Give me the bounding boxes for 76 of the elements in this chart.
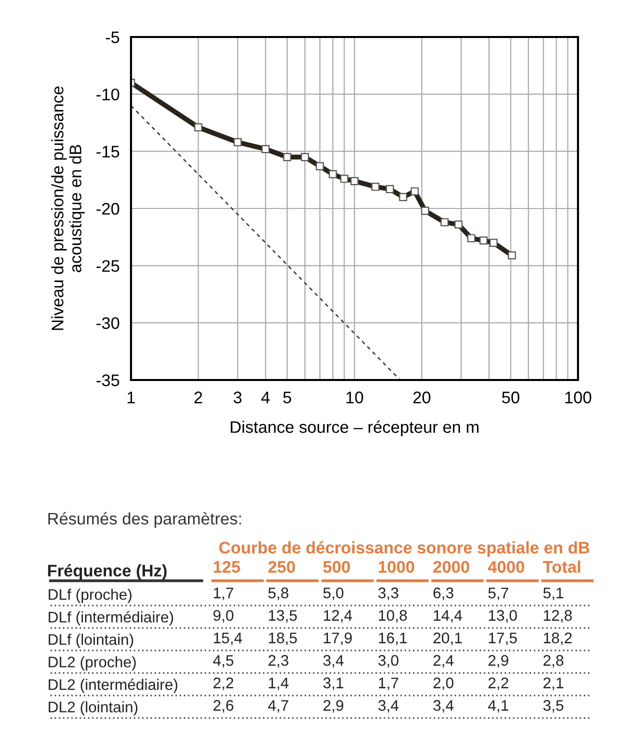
- y-axis-title: Niveau de pression/de puissance acoustique en dB: [51, 86, 85, 330]
- text: 13,5: [268, 610, 297, 623]
- text: 1,4: [268, 678, 289, 690]
- text: 2,4: [434, 655, 454, 668]
- text: 15,4: [214, 632, 242, 646]
- text: 13,0: [488, 610, 517, 623]
- text: 5,0: [323, 588, 344, 600]
- text: 9,0: [213, 610, 234, 623]
- x-tick-label: 100: [565, 392, 592, 404]
- x-tick-label: 3: [234, 392, 242, 404]
- text: 2,9: [488, 655, 508, 668]
- text: 20,1: [434, 632, 462, 646]
- text: 17,9: [324, 632, 352, 646]
- category-label: DLf (lointain): [48, 634, 134, 648]
- category-label: 2000: [433, 560, 470, 573]
- text: 3,1: [323, 678, 344, 690]
- category-label: 125: [214, 560, 240, 573]
- category-label: DL2 (lointain): [48, 701, 138, 716]
- x-tick-label: 20: [413, 392, 430, 404]
- y-tick-label: -20: [96, 202, 120, 215]
- x-tick-label: 2: [194, 392, 202, 404]
- text: 2,9: [324, 700, 344, 713]
- category-label: 4000: [488, 560, 524, 573]
- text: 3,5: [543, 700, 564, 713]
- y-tick-label: -10: [96, 88, 120, 100]
- text: 10,8: [378, 610, 407, 623]
- x-tick-label: 4: [261, 392, 270, 404]
- text: Résumés des paramètres:: [48, 512, 241, 528]
- text: 6,3: [434, 588, 454, 600]
- y-tick-label: -30: [96, 317, 120, 330]
- category-label: 1000: [378, 560, 414, 573]
- text: 5,1: [543, 588, 564, 600]
- text: 18,2: [544, 632, 572, 646]
- x-tick-label: 1: [128, 392, 135, 404]
- x-axis-title: Distance source – récepteur en m: [230, 420, 478, 436]
- text: 3,4: [433, 700, 454, 713]
- text: Fréquence (Hz): [48, 564, 167, 580]
- y-tick-label: -25: [96, 260, 120, 272]
- text: 2,3: [268, 655, 288, 668]
- category-label: 500: [323, 560, 350, 573]
- y-tick-label: -15: [96, 146, 120, 158]
- text: 2,6: [214, 700, 234, 713]
- text: 12,4: [324, 610, 352, 623]
- text: 2,2: [488, 678, 508, 690]
- text: 3,3: [378, 588, 398, 600]
- x-tick-label: 50: [502, 392, 520, 404]
- text: 14,4: [434, 610, 462, 623]
- text: 17,5: [488, 632, 517, 646]
- text: 16,1: [378, 632, 407, 646]
- text: 18,5: [268, 632, 297, 646]
- text: 4,5: [213, 655, 234, 668]
- text: 2,8: [544, 655, 564, 668]
- category-label: Total: [542, 560, 580, 573]
- category-label: DLf (proche): [48, 588, 132, 603]
- text: 2,2: [214, 678, 234, 690]
- text: 2,0: [434, 678, 454, 690]
- text: 3,4: [378, 700, 399, 713]
- y-tick-label: -35: [96, 374, 120, 386]
- x-tick-label: 10: [346, 392, 364, 404]
- category-label: DL2 (intermédiaire): [48, 678, 178, 694]
- text: 4,7: [268, 700, 288, 713]
- text: 3,4: [323, 655, 344, 668]
- text: 5,7: [488, 588, 508, 600]
- text: Courbe de décroissance sonore spatiale en dB: [219, 541, 590, 557]
- text: 1,7: [214, 588, 234, 600]
- text: 1,7: [378, 678, 398, 690]
- text: 3,0: [378, 655, 398, 668]
- category-label: DL2 (proche): [48, 656, 136, 670]
- y-tick-label: -5: [106, 32, 120, 44]
- text: 12,8: [544, 610, 572, 623]
- x-tick-label: 5: [283, 392, 292, 404]
- text: 5,8: [268, 588, 288, 600]
- category-label: DLf (intermédiaire): [48, 611, 174, 626]
- text: 2,1: [544, 678, 564, 690]
- text: 4,1: [488, 700, 508, 713]
- category-label: 250: [268, 560, 295, 573]
